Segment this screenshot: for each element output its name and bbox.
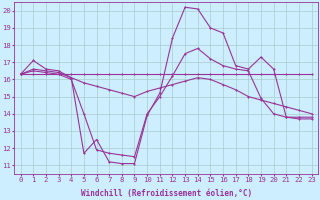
X-axis label: Windchill (Refroidissement éolien,°C): Windchill (Refroidissement éolien,°C)	[81, 189, 252, 198]
